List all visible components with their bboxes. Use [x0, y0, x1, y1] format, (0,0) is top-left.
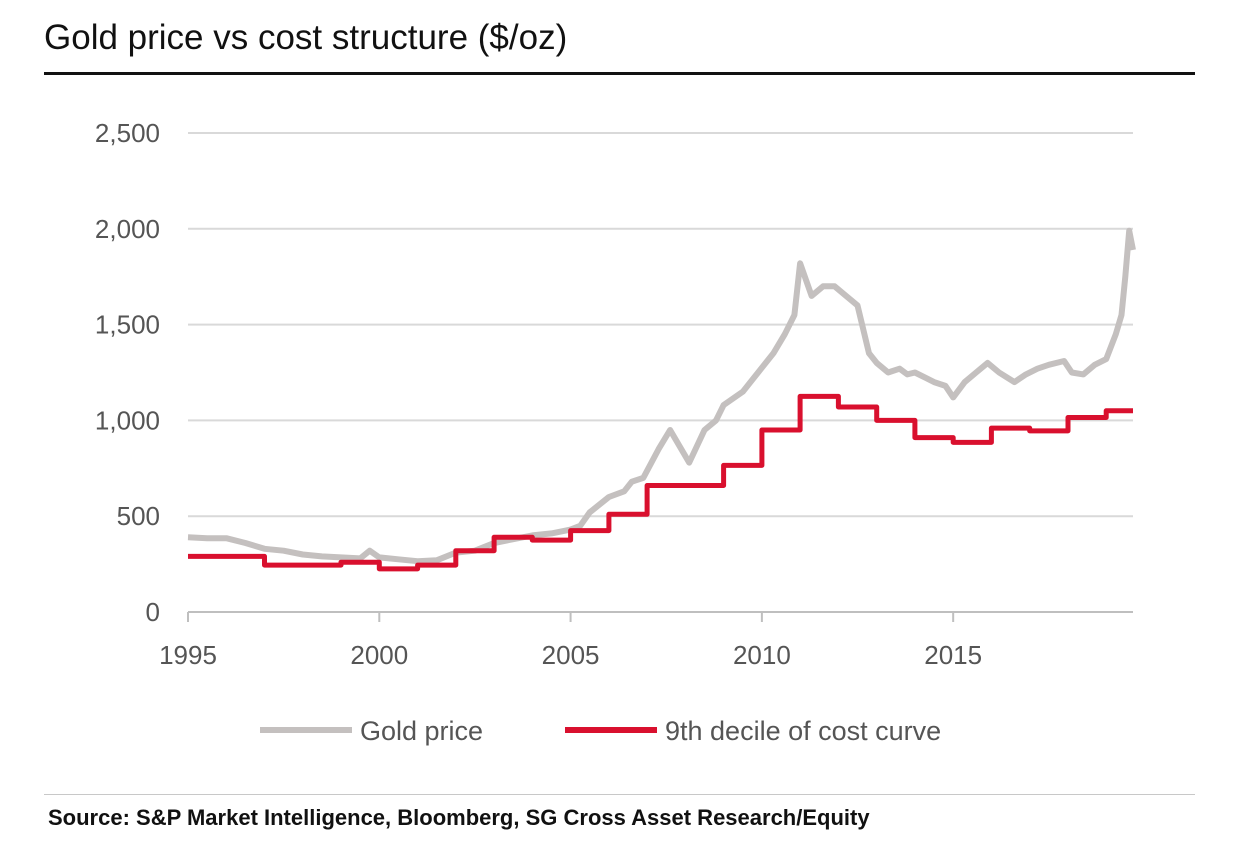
y-tick-label: 0	[146, 597, 160, 627]
x-tick-label: 1995	[159, 640, 217, 670]
series-line-1	[188, 393, 1133, 572]
series-lines	[187, 227, 1136, 572]
x-tick-label: 2005	[542, 640, 600, 670]
source-note: Source: S&P Market Intelligence, Bloombe…	[48, 805, 870, 830]
y-tick-label: 1,500	[95, 310, 160, 340]
chart-title: Gold price vs cost structure ($/oz)	[44, 18, 568, 57]
x-tick-label: 2015	[924, 640, 982, 670]
x-tick-label: 2000	[350, 640, 408, 670]
grid-lines	[188, 132, 1133, 518]
x-tick-label: 2010	[733, 640, 791, 670]
y-tick-label: 500	[117, 501, 160, 531]
y-tick-label: 1,000	[95, 405, 160, 435]
legend-label-0: Gold price	[360, 716, 483, 746]
x-axis-tick-labels: 1995 2000 2005 2010 2015	[159, 640, 982, 670]
legend: Gold price 9th decile of cost curve	[260, 716, 941, 746]
axes	[187, 611, 1133, 622]
source-rule	[44, 794, 1195, 795]
y-tick-label: 2,500	[95, 118, 160, 148]
legend-label-1: 9th decile of cost curve	[665, 716, 941, 746]
y-tick-label: 2,000	[95, 214, 160, 244]
y-axis-tick-labels: 0 500 1,000 1,500 2,000 2,500	[95, 118, 160, 627]
title-rule	[44, 72, 1195, 75]
series-line-0	[187, 227, 1136, 565]
